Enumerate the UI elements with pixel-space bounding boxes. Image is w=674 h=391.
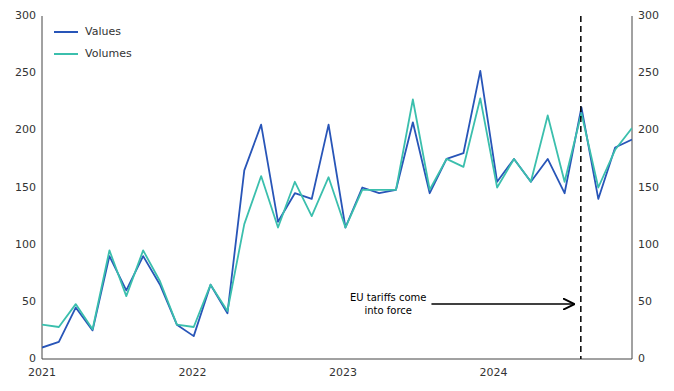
legend-swatch	[54, 53, 78, 55]
event-line	[580, 16, 582, 359]
series-line	[42, 71, 632, 348]
y-tick-label: 0	[29, 352, 36, 365]
x-tick-label: 2022	[179, 366, 207, 379]
y-tick-label: 50	[22, 295, 36, 308]
y2-tick-label: 50	[638, 295, 652, 308]
series-line	[42, 98, 632, 329]
y-tick-label: 150	[15, 181, 36, 194]
y2-tick-label: 0	[638, 352, 645, 365]
y-tick-label: 250	[15, 66, 36, 79]
plot-area	[42, 16, 632, 359]
legend-label: Values	[85, 25, 121, 38]
legend-label: Volumes	[85, 47, 132, 60]
chart: 0 50 100 150 200 250 300 0 50 100 150 200 250 300 2021…	[0, 0, 674, 391]
annotation-arrow	[431, 303, 573, 305]
y2-axis-line	[632, 16, 633, 359]
y2-tick-label: 200	[638, 123, 659, 136]
y-tick-label: 100	[15, 238, 36, 251]
x-axis-line	[42, 359, 632, 360]
annotation-text: EU tariffs comeinto force	[350, 292, 427, 316]
y2-tick-label: 300	[638, 9, 659, 22]
y2-tick-label: 150	[638, 181, 659, 194]
x-tick-label: 2023	[329, 366, 357, 379]
y-tick-label: 300	[15, 9, 36, 22]
y2-tick-label: 250	[638, 66, 659, 79]
y-tick-label: 200	[15, 123, 36, 136]
x-tick-label: 2024	[480, 366, 508, 379]
y2-tick-label: 100	[638, 238, 659, 251]
legend-swatch	[54, 31, 78, 33]
x-tick-label: 2021	[28, 366, 56, 379]
y-axis-line	[42, 16, 43, 359]
